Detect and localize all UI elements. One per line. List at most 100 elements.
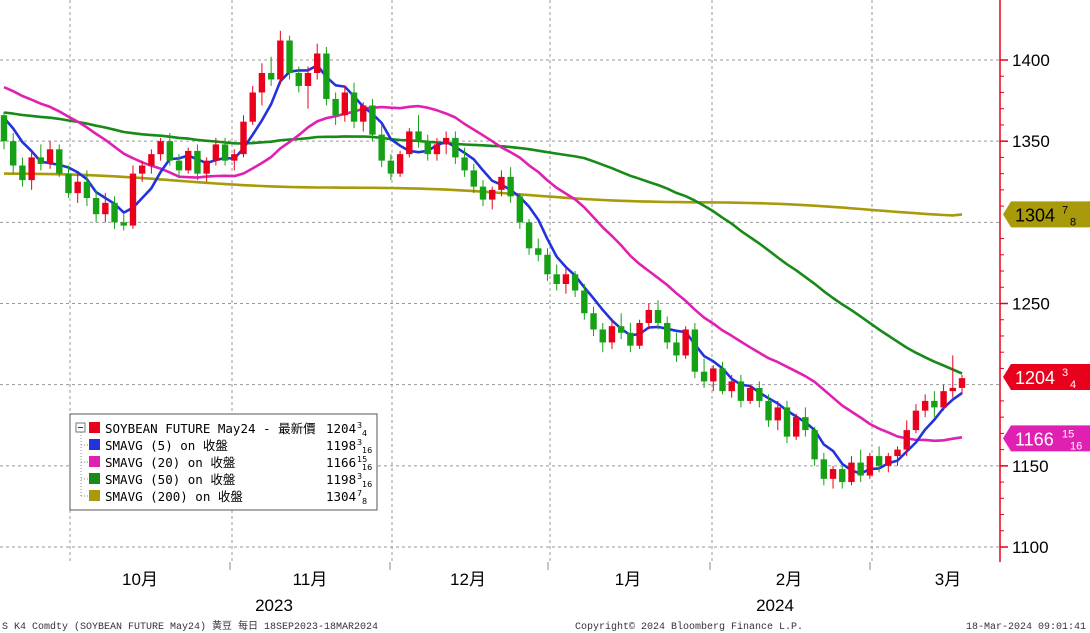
x-month-label: 10月: [122, 570, 158, 589]
candle-body: [756, 387, 763, 401]
y-tick-label: 1250: [1012, 295, 1050, 314]
candle-body: [802, 417, 809, 431]
candle-body: [406, 131, 413, 155]
candle-body: [194, 150, 201, 174]
candlesticks: [0, 30, 966, 489]
candle-body: [470, 170, 477, 187]
legend-label: SOYBEAN FUTURE May24 - 最新價: [105, 421, 316, 436]
candle-body: [839, 469, 846, 483]
candle-body: [700, 371, 708, 382]
candle-body: [442, 137, 450, 145]
candle-body: [323, 53, 330, 99]
sma-20-line: [3, 86, 963, 443]
candle-body: [875, 456, 883, 466]
candle-body: [737, 381, 745, 401]
candle-body: [783, 407, 791, 437]
candle-body: [221, 144, 229, 161]
candle-body: [461, 157, 468, 171]
x-axis: 10月 11月 12月 1月 2月 3月 2023 2024: [122, 562, 961, 615]
footer-left: S K4 Comdty (SOYBEAN FUTURE May24) 黄豆 每日…: [2, 619, 378, 633]
candle-body: [249, 92, 256, 122]
candle-body: [719, 368, 726, 392]
legend-swatch: [89, 490, 100, 501]
legend-box: [69, 413, 378, 511]
candle-body: [599, 329, 606, 343]
candle-body: [885, 456, 892, 466]
price-tag-box: [1003, 363, 1090, 390]
price-tag-box: [1003, 201, 1090, 228]
candle-body: [166, 141, 174, 161]
candle-body: [958, 378, 966, 388]
candle-body: [19, 165, 26, 181]
candle-body: [102, 202, 109, 215]
legend-swatch: [89, 422, 100, 433]
legend-item: SMAVG (200) on 收盤 1304 78: [81, 489, 367, 506]
candle-body: [829, 469, 837, 479]
candle-body: [286, 40, 293, 73]
candle-body: [544, 254, 551, 275]
candle-body: [28, 157, 35, 181]
candle-body: [157, 141, 164, 155]
price-tag-numerator: 3: [1062, 367, 1068, 379]
candle-body: [903, 430, 910, 450]
candle-body: [267, 72, 275, 80]
legend-value-denominator: 16: [362, 480, 372, 489]
price-tag-numerator: 15: [1062, 428, 1074, 440]
candle-body: [820, 459, 828, 479]
candle-body: [378, 134, 385, 161]
candle-body: [949, 387, 956, 392]
candle-body: [369, 105, 376, 135]
candle-body: [489, 189, 496, 200]
sma-50-line: [3, 111, 963, 375]
footer-timestamp: 18-Mar-2024 09:01:41: [966, 622, 1086, 633]
legend-swatch: [89, 439, 100, 450]
candle-body: [654, 309, 662, 323]
candle-body: [37, 157, 45, 164]
candle-body: [452, 137, 459, 158]
candle-body: [535, 248, 542, 255]
legend-value-numerator: 3: [357, 472, 362, 481]
price-tag-value: 1304: [1015, 205, 1055, 225]
price-tag-numerator: 7: [1062, 204, 1068, 216]
candle-body: [664, 322, 671, 343]
candle-body: [710, 368, 717, 382]
candle-body: [691, 329, 699, 372]
candle-body: [129, 173, 137, 226]
legend-value: 1166: [326, 455, 356, 470]
candle-body: [341, 92, 349, 116]
y-tick-label: 1150: [1012, 457, 1049, 476]
candle-body: [894, 449, 901, 457]
legend-value: 1198: [326, 438, 356, 453]
legend-value-numerator: 3: [357, 438, 362, 447]
candle-body: [608, 326, 616, 343]
legend-label: SMAVG (200) on 收盤: [105, 489, 243, 504]
candle-body: [148, 154, 155, 166]
x-month-label: 12月: [450, 570, 486, 589]
legend-value-numerator: 7: [357, 489, 362, 498]
candle-body: [212, 144, 220, 161]
legend-swatch: [89, 456, 100, 467]
legend-swatch: [89, 473, 100, 484]
candle-body: [792, 417, 800, 437]
candle-body: [120, 222, 127, 226]
legend-label: SMAVG (50) on 收盤: [105, 472, 236, 487]
candle-body: [774, 407, 781, 421]
legend-value: 1204: [326, 421, 356, 436]
price-tag-ma200: 1304 78: [1003, 201, 1090, 228]
x-month-label: 1月: [615, 570, 641, 589]
candle-body: [765, 400, 772, 421]
y-tick-label: 1350: [1012, 132, 1050, 151]
candle-body: [332, 98, 339, 116]
candle-body: [111, 202, 118, 223]
candle-body: [921, 400, 929, 411]
candle-body: [627, 332, 634, 346]
candle-body: [56, 149, 63, 174]
candle-body: [636, 322, 643, 346]
moving-average-lines: [3, 63, 963, 475]
price-tag-value: 1166: [1015, 429, 1054, 449]
legend-value-denominator: 16: [362, 463, 372, 472]
